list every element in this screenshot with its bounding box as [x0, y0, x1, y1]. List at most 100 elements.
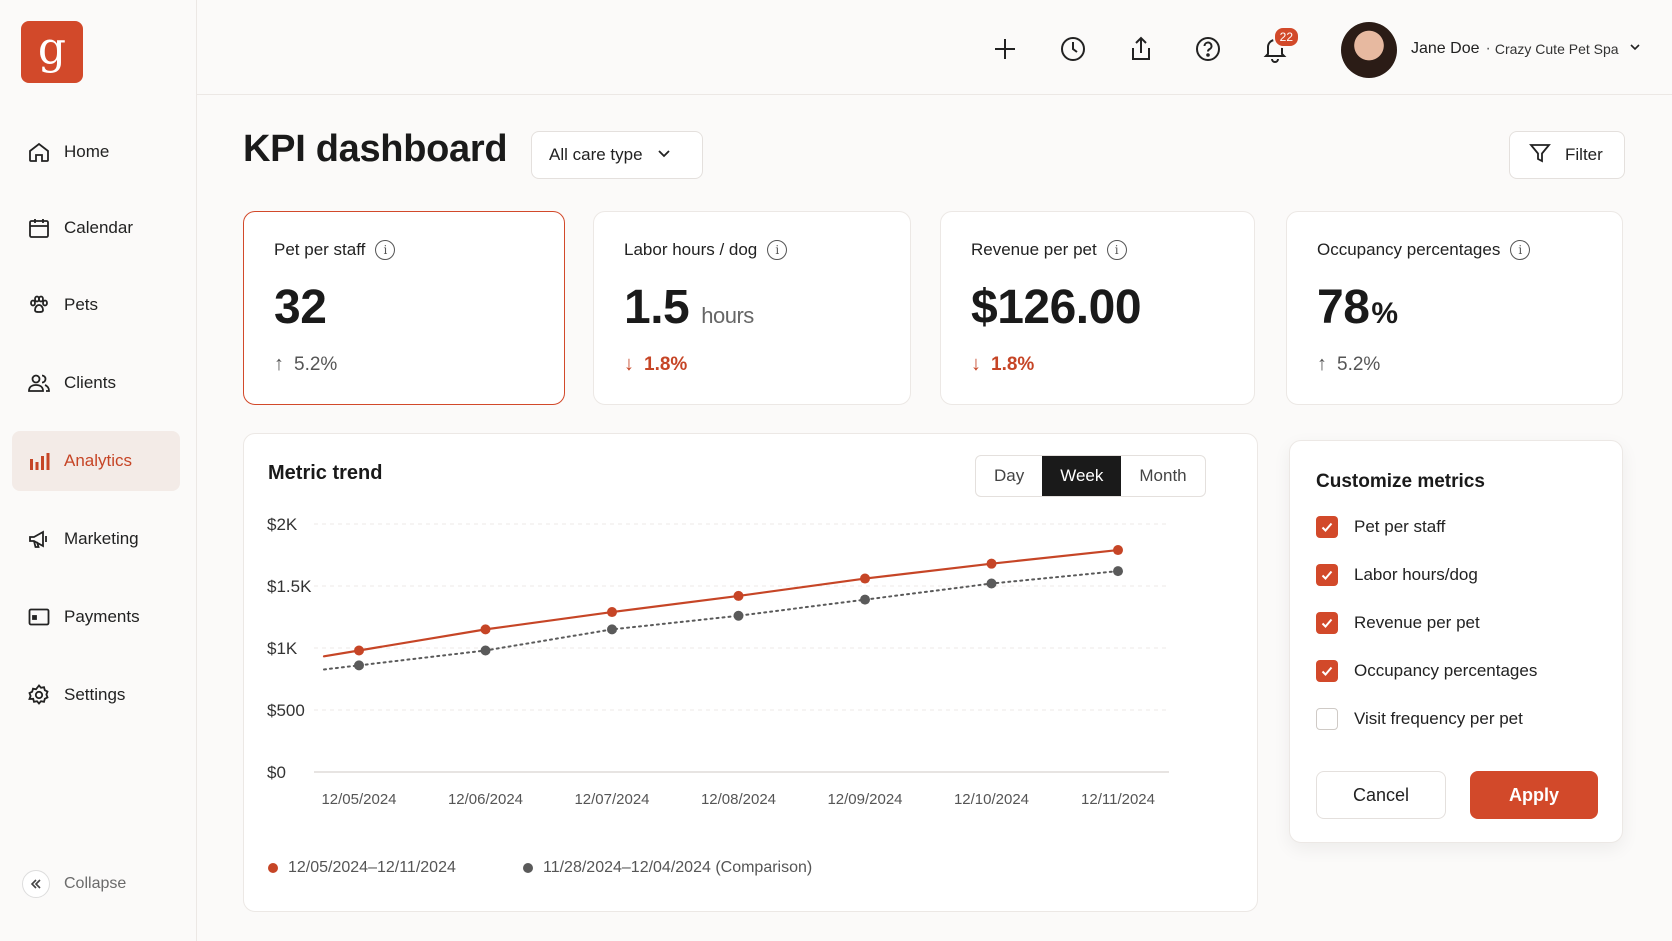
x-tick-label: 12/07/2024 — [574, 791, 649, 808]
sidebar-item-marketing[interactable]: Marketing — [12, 509, 180, 569]
history-icon[interactable] — [1056, 32, 1090, 66]
avatar[interactable] — [1341, 22, 1397, 78]
range-week-button[interactable]: Week — [1042, 456, 1122, 496]
metric-option-labor-hours[interactable]: Labor hours/dog — [1316, 564, 1478, 586]
wallet-icon — [26, 604, 52, 630]
help-icon[interactable] — [1191, 32, 1225, 66]
kpi-card-revenue-per-pet[interactable]: Revenue per pet i $126.00 ↓ 1.8% — [940, 211, 1255, 405]
sidebar-item-pets[interactable]: Pets — [12, 275, 180, 335]
sidebar-item-label: Calendar — [64, 218, 133, 237]
range-toggle: Day Week Month — [975, 455, 1206, 497]
customize-metrics-panel: Customize metrics Pet per staff Labor ho… — [1289, 440, 1623, 843]
info-icon[interactable]: i — [767, 240, 788, 260]
notification-badge: 22 — [1272, 26, 1300, 48]
arrow-up-icon: ↑ — [274, 353, 284, 375]
x-tick-label: 12/10/2024 — [954, 791, 1029, 808]
kpi-delta: 1.8% — [644, 353, 688, 375]
checkbox-checked-icon[interactable] — [1316, 516, 1338, 538]
bar-chart-icon — [26, 448, 52, 474]
sidebar-item-analytics[interactable]: Analytics — [12, 431, 180, 491]
sidebar-item-clients[interactable]: Clients — [12, 353, 180, 413]
metric-option-pet-per-staff[interactable]: Pet per staff — [1316, 516, 1445, 538]
comparison-data-point — [480, 645, 491, 656]
sidebar-item-label: Pets — [64, 295, 99, 314]
x-tick-label: 12/11/2024 — [1081, 791, 1155, 808]
sidebar-item-label: Clients — [64, 373, 116, 392]
metric-option-label: Visit frequency per pet — [1354, 709, 1523, 728]
checkbox-checked-icon[interactable] — [1316, 564, 1338, 586]
collapse-button[interactable]: Collapse — [22, 870, 126, 898]
checkbox-unchecked-icon[interactable] — [1316, 708, 1338, 730]
home-icon — [26, 139, 52, 165]
sidebar-item-label: Marketing — [64, 529, 139, 548]
collapse-label: Collapse — [64, 875, 127, 892]
chevrons-left-icon — [22, 870, 50, 898]
megaphone-icon — [26, 526, 52, 552]
info-icon[interactable]: i — [1106, 240, 1127, 260]
kpi-value: 78 — [1317, 281, 1370, 334]
share-icon[interactable] — [1124, 32, 1158, 66]
metric-option-visit-frequency[interactable]: Visit frequency per pet — [1316, 708, 1523, 730]
comparison-data-point — [986, 578, 997, 589]
comparison-data-point — [354, 660, 364, 671]
filter-button[interactable]: Filter — [1509, 131, 1625, 179]
kpi-value: $126.00 — [971, 281, 1142, 334]
metric-option-label: Pet per staff — [1354, 517, 1446, 536]
comparison-data-point — [607, 624, 617, 635]
legend-label: 11/28/2024–12/04/2024 (Comparison) — [543, 859, 813, 876]
current-data-point — [733, 590, 744, 601]
apply-button[interactable]: Apply — [1470, 771, 1598, 819]
kpi-label: Pet per staff — [274, 240, 366, 259]
user-menu[interactable]: Jane Doe · Crazy Cute Pet Spa — [1411, 40, 1641, 58]
checkbox-checked-icon[interactable] — [1316, 660, 1338, 682]
metric-trend-card: Metric trend Day Week Month $2K $1.5K $1K $… — [243, 433, 1258, 912]
filter-label: Filter — [1565, 145, 1603, 164]
kpi-delta: 5.2% — [1337, 353, 1381, 375]
range-month-button[interactable]: Month — [1139, 466, 1187, 485]
info-icon[interactable]: i — [1510, 240, 1531, 260]
x-tick-label: 12/09/2024 — [827, 791, 902, 808]
x-tick-label: 12/08/2024 — [701, 791, 776, 808]
chart-title: Metric trend — [268, 462, 383, 484]
kpi-label: Occupancy percentages — [1317, 240, 1501, 259]
sidebar-item-payments[interactable]: Payments — [12, 587, 180, 647]
sidebar-item-label: Analytics — [64, 451, 133, 470]
sidebar-item-label: Payments — [64, 607, 140, 626]
x-tick-label: 12/05/2024 — [321, 791, 396, 808]
metric-option-revenue-per-pet[interactable]: Revenue per pet — [1316, 612, 1480, 634]
legend-item-comparison: 11/28/2024–12/04/2024 (Comparison) — [523, 859, 812, 877]
current-data-point — [986, 558, 997, 569]
care-type-dropdown[interactable]: All care type — [531, 131, 703, 179]
kpi-value: 1.5 — [624, 281, 690, 334]
sidebar-item-label: Home — [64, 142, 110, 161]
sidebar-item-home[interactable]: Home — [12, 122, 180, 182]
sidebar: g Home Calendar Pets Clients Analytics M — [0, 0, 197, 941]
sidebar-item-settings[interactable]: Settings — [12, 665, 180, 725]
app-logo[interactable]: g — [21, 21, 83, 83]
metric-option-label: Occupancy percentages — [1354, 661, 1538, 680]
y-tick-label: $1K — [267, 639, 298, 658]
add-icon[interactable] — [988, 32, 1022, 66]
cancel-button[interactable]: Cancel — [1316, 771, 1446, 819]
kpi-delta: 1.8% — [991, 353, 1035, 375]
info-icon[interactable]: i — [375, 240, 396, 260]
kpi-card-occupancy[interactable]: Occupancy percentages i 78% ↑ 5.2% — [1286, 211, 1623, 405]
metric-option-occupancy[interactable]: Occupancy percentages — [1316, 660, 1537, 682]
kpi-card-pet-per-staff[interactable]: Pet per staff i 32 ↑ 5.2% — [243, 211, 565, 405]
org-name: Crazy Cute Pet Spa — [1494, 41, 1619, 57]
legend-item-current: 12/05/2024–12/11/2024 — [268, 859, 456, 877]
kpi-label: Labor hours / dog — [624, 240, 758, 259]
paw-icon — [26, 292, 52, 318]
comparison-data-point — [1113, 566, 1123, 577]
page-title: KPI dashboard — [243, 128, 508, 170]
sidebar-item-calendar[interactable]: Calendar — [12, 198, 180, 258]
kpi-card-labor-hours[interactable]: Labor hours / dog i 1.5 hours ↓ 1.8% — [593, 211, 911, 405]
notifications-icon[interactable]: 22 — [1258, 26, 1300, 66]
y-tick-label: $500 — [267, 701, 305, 720]
x-tick-label: 12/06/2024 — [448, 791, 523, 808]
range-day-button[interactable]: Day — [994, 466, 1025, 485]
user-name: Jane Doe — [1411, 40, 1480, 57]
checkbox-checked-icon[interactable] — [1316, 612, 1338, 634]
kpi-unit: hours — [701, 303, 754, 328]
current-data-point — [607, 607, 617, 618]
